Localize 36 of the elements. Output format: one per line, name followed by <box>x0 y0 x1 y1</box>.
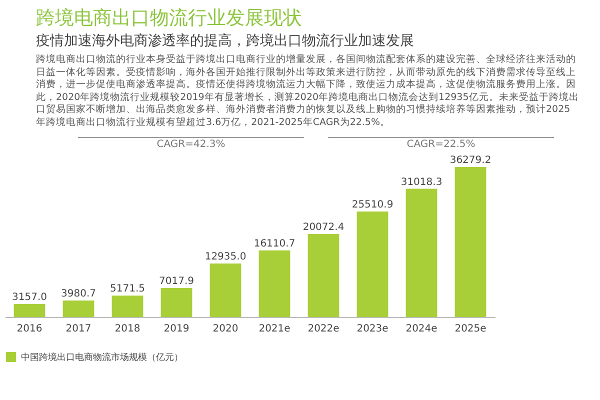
x-tick-label: 2017 <box>66 324 92 334</box>
data-label: 36279.2 <box>450 155 492 166</box>
bar <box>160 288 192 317</box>
bar <box>62 300 94 317</box>
bar <box>454 167 486 317</box>
x-tick-label: 2025e <box>454 324 486 334</box>
data-label: 16110.7 <box>254 238 296 250</box>
data-label: 25510.9 <box>352 200 394 211</box>
x-tick-label: 2019 <box>164 324 190 334</box>
bar <box>406 188 438 317</box>
data-label: 31018.3 <box>400 176 442 188</box>
text: CAGR=42.3% <box>78 137 304 150</box>
text: CAGR=22.5% <box>328 137 554 150</box>
chart-subtitle: 疫情加速海外电商渗透率的提高，跨境出口物流行业加速发展 <box>35 32 415 50</box>
bar <box>308 234 340 317</box>
data-label: 7017.9 <box>159 276 194 287</box>
x-tick-label: 2020 <box>212 324 238 334</box>
bar <box>210 264 242 317</box>
x-tick-label: 2016 <box>16 324 42 334</box>
x-tick-label: 2022e <box>308 324 340 334</box>
data-label: 5171.5 <box>110 284 145 295</box>
bar <box>14 304 46 317</box>
data-label: 12935.0 <box>204 252 246 263</box>
bar <box>356 212 388 317</box>
text: 跨境电商出口物流的行业本身受益于跨境出口电商行业的增量发展，各国间物流配套体系的建设完善、全球经济往来活动的日益一体化等因素。受疫情影响，海外各国开始推行限制外出等政策来进行防控，从而带动原先的线下消费需求传导至线上消费，进一步促使电商渗透率提高。疫情还使得跨境物流运力大幅下降，致使运力成本提高，这促使物流服务费用上涨。因此，2020年跨境物流行业规模较2019年有显著增长，测算2020年跨境电商出口物流会达到12935亿元。未来受益于跨境出口贸易国家不断增加、出海品类愈发多样、海外消费者消费力的恢复以及线上购物的习惯持续培养等因素推动，预计2025年跨境电商出口物流行业规模有望超过3.6万亿，2021-2025年CAGR为22.5%。 <box>35 53 580 129</box>
legend-label: 中国跨境出口电商物流市场规模（亿元） <box>21 352 183 363</box>
bar <box>112 296 144 317</box>
x-tick-label: 2021e <box>258 324 290 334</box>
x-tick-label: 2018 <box>114 324 140 334</box>
data-label: 3157.0 <box>12 292 47 303</box>
x-tick-label: 2023e <box>356 324 388 334</box>
bar <box>258 250 290 317</box>
chart-title: 跨境电商出口物流行业发展现状 <box>35 6 303 30</box>
x-tick-label: 2024e <box>406 324 438 334</box>
data-label: 3980.7 <box>61 288 96 300</box>
data-label: 20072.4 <box>302 222 344 234</box>
